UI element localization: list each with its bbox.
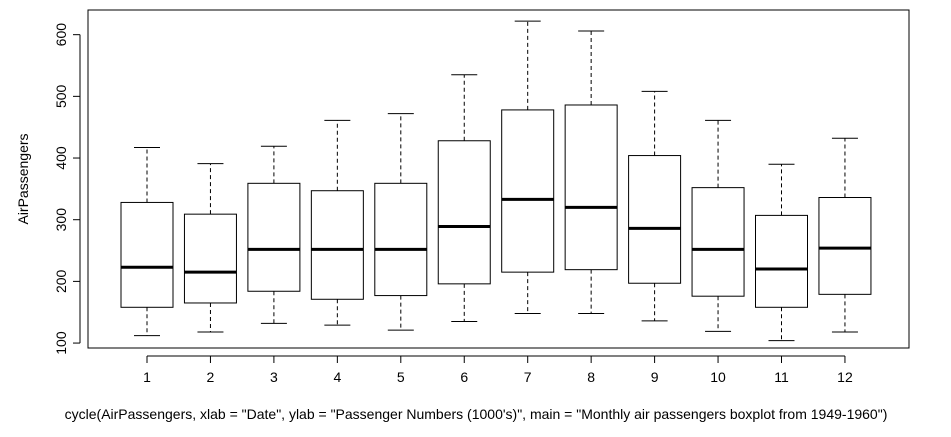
box-group-7 bbox=[501, 20, 555, 314]
iqr-box bbox=[564, 104, 618, 271]
x-tick-label: 1 bbox=[143, 369, 151, 385]
box-group-2 bbox=[183, 163, 237, 333]
iqr-box bbox=[437, 140, 491, 285]
box-group-12 bbox=[818, 137, 872, 333]
box-group-9 bbox=[628, 90, 682, 322]
box-group-1 bbox=[120, 147, 174, 337]
box-group-4 bbox=[310, 119, 364, 326]
y-tick-label: 600 bbox=[53, 23, 69, 47]
iqr-box bbox=[310, 190, 364, 300]
y-axis-label: AirPassengers bbox=[15, 133, 31, 224]
x-tick-label: 9 bbox=[651, 369, 659, 385]
x-tick-label: 5 bbox=[397, 369, 405, 385]
box-group-3 bbox=[247, 145, 301, 324]
x-tick-label: 4 bbox=[333, 369, 341, 385]
y-tick-label: 400 bbox=[53, 146, 69, 170]
box-group-5 bbox=[374, 113, 428, 331]
x-tick-label: 7 bbox=[524, 369, 532, 385]
iqr-box bbox=[691, 187, 745, 297]
y-tick-label: 200 bbox=[53, 269, 69, 293]
x-tick-label: 2 bbox=[207, 369, 215, 385]
box-group-11 bbox=[755, 163, 808, 342]
x-tick-label: 11 bbox=[774, 369, 789, 385]
iqr-box bbox=[183, 213, 237, 304]
box-group-10 bbox=[691, 119, 745, 332]
x-axis: 1 2 3 4 5 6 7 8 9 10 11 12 bbox=[143, 355, 853, 385]
iqr-box bbox=[120, 201, 174, 308]
plot-frame bbox=[87, 9, 910, 349]
x-tick-label: 12 bbox=[837, 369, 853, 385]
iqr-box bbox=[755, 214, 808, 308]
iqr-box bbox=[247, 182, 301, 292]
iqr-box bbox=[628, 155, 682, 284]
x-tick-label: 10 bbox=[710, 369, 726, 385]
iqr-box bbox=[374, 182, 428, 297]
box-group-8 bbox=[564, 30, 618, 314]
x-tick-label: 6 bbox=[460, 369, 468, 385]
boxes-layer bbox=[120, 20, 872, 342]
y-tick-label: 500 bbox=[53, 84, 69, 108]
y-tick-label: 300 bbox=[53, 208, 69, 232]
y-tick-label: 100 bbox=[53, 331, 69, 355]
chart-caption: cycle(AirPassengers, xlab = "Date", ylab… bbox=[65, 406, 888, 422]
iqr-box bbox=[501, 109, 555, 273]
x-tick-label: 8 bbox=[587, 369, 595, 385]
x-tick-label: 3 bbox=[270, 369, 278, 385]
box-group-6 bbox=[437, 74, 491, 322]
iqr-box bbox=[818, 197, 872, 295]
y-axis: 100 200 300 400 500 600 bbox=[53, 23, 81, 355]
